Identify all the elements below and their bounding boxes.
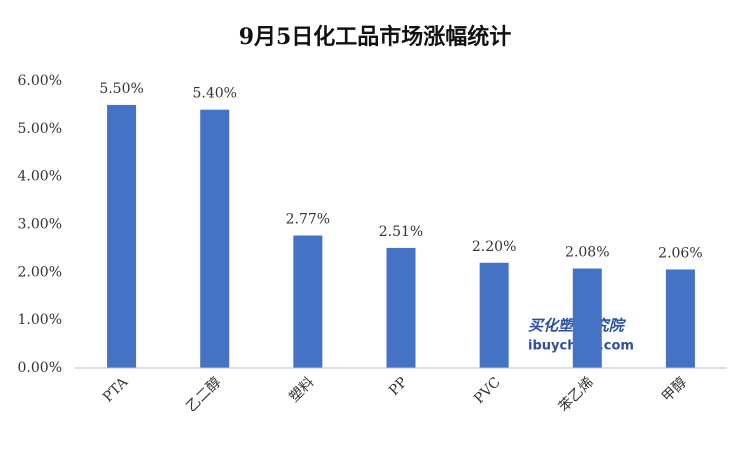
bar xyxy=(572,268,602,368)
y-tick-label: 0.00% xyxy=(18,360,62,376)
x-tick-label: 塑料 xyxy=(286,374,317,405)
data-label: 2.77% xyxy=(286,212,330,228)
y-tick-label: 5.00% xyxy=(18,121,62,137)
data-label: 5.50% xyxy=(99,81,143,97)
y-tick-label: 6.00% xyxy=(18,73,62,89)
y-tick-label: 4.00% xyxy=(18,169,62,185)
data-label: 2.20% xyxy=(472,239,516,255)
data-label: 5.40% xyxy=(192,86,236,102)
bar xyxy=(665,269,695,368)
bar xyxy=(386,247,416,368)
x-tick-label: 甲醇 xyxy=(658,374,690,406)
y-tick-label: 2.00% xyxy=(18,264,62,280)
bar xyxy=(200,109,230,368)
data-label: 2.51% xyxy=(379,224,423,240)
bar xyxy=(107,104,137,369)
x-tick-label: 乙二醇 xyxy=(183,374,225,416)
data-label: 2.06% xyxy=(658,245,702,261)
x-tick-label: PTA xyxy=(100,374,132,406)
bar xyxy=(479,262,509,368)
x-tick-label: PVC xyxy=(471,374,504,407)
x-tick-label: 苯乙烯 xyxy=(555,374,597,416)
data-label: 2.08% xyxy=(565,245,609,261)
chart-title: 9月5日化工品市场涨幅统计 xyxy=(239,24,512,50)
y-tick-label: 3.00% xyxy=(18,217,62,233)
x-tick-label: PP xyxy=(386,374,411,399)
y-tick-label: 1.00% xyxy=(18,312,62,328)
bar xyxy=(293,235,323,368)
